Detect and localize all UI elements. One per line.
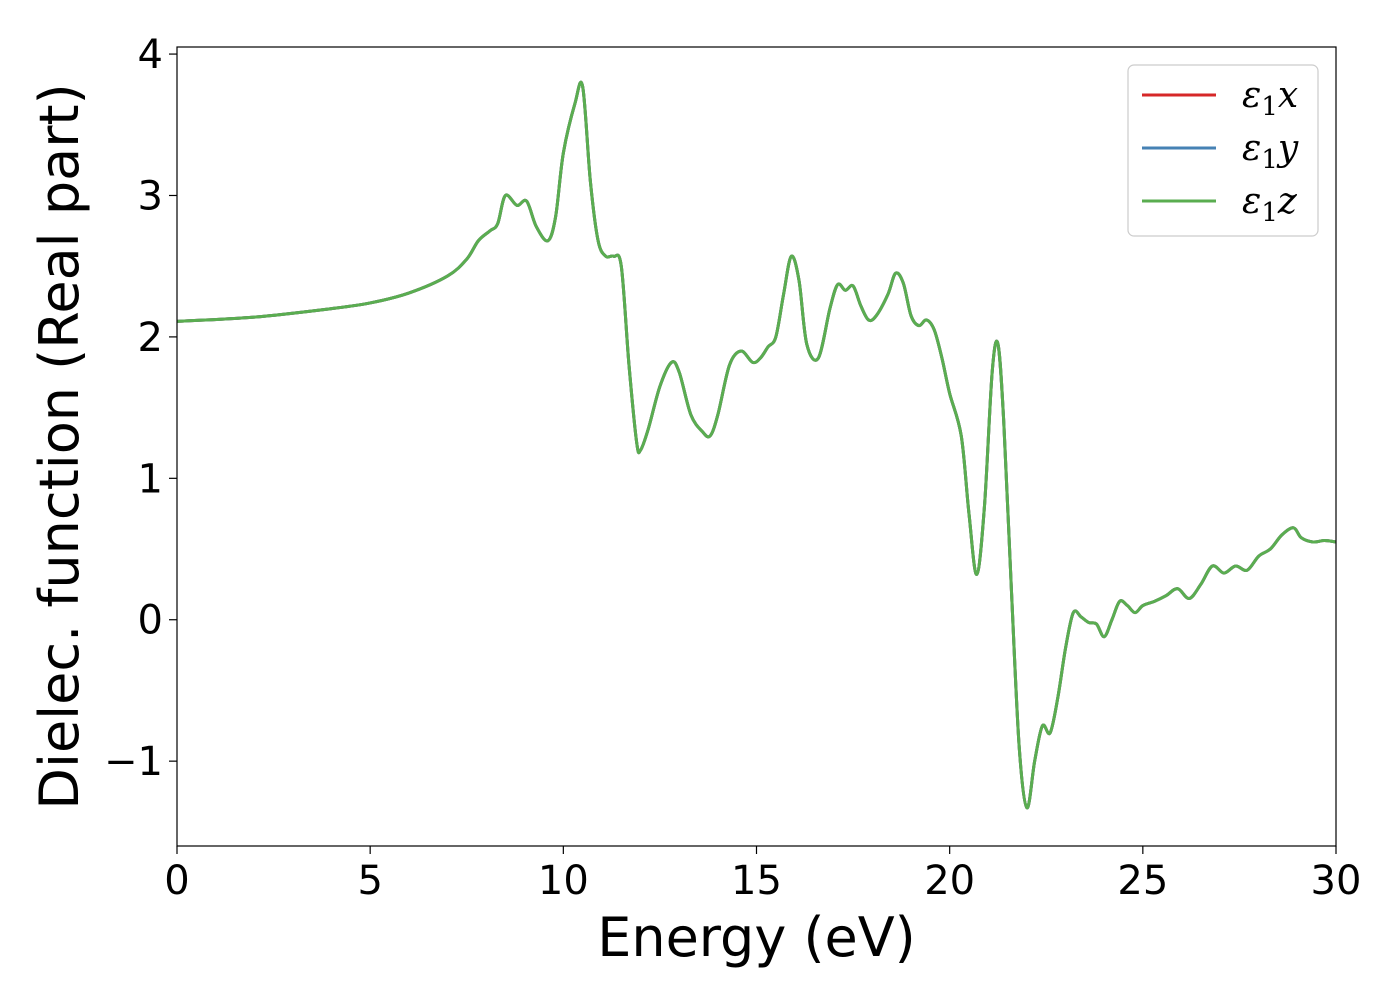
plot-area	[177, 80, 1336, 810]
y-tick-label: 2	[138, 315, 163, 361]
y-tick-label: 1	[138, 456, 163, 502]
x-axis-label: Energy (eV)	[597, 906, 916, 969]
plot-frame	[176, 46, 1337, 847]
x-axis-ticks: 0 5 10 15 20 25 30	[164, 846, 1361, 904]
y-axis-label: Dielec. function (Real part)	[28, 83, 91, 809]
legend-box	[1127, 64, 1319, 237]
y-tick-label: 4	[138, 32, 163, 78]
series-line-2	[177, 80, 1336, 810]
x-tick-label: 10	[538, 858, 589, 904]
x-tick-label: 0	[164, 858, 189, 904]
legend-label-1: ε1y	[1242, 128, 1299, 175]
legend-label-2: ε1z	[1242, 181, 1298, 228]
x-tick-label: 30	[1311, 858, 1362, 904]
y-tick-label: −1	[104, 739, 163, 785]
y-tick-label: 3	[138, 173, 163, 219]
y-axis-ticks: −1 0 1 2 3 4	[104, 32, 177, 785]
legend: ε1x ε1y ε1z	[1127, 64, 1319, 237]
x-tick-label: 20	[924, 858, 975, 904]
legend-label-0: ε1x	[1242, 75, 1298, 122]
y-tick-label: 0	[138, 598, 163, 644]
x-tick-label: 5	[357, 858, 382, 904]
x-tick-label: 15	[731, 858, 782, 904]
x-tick-label: 25	[1117, 858, 1168, 904]
